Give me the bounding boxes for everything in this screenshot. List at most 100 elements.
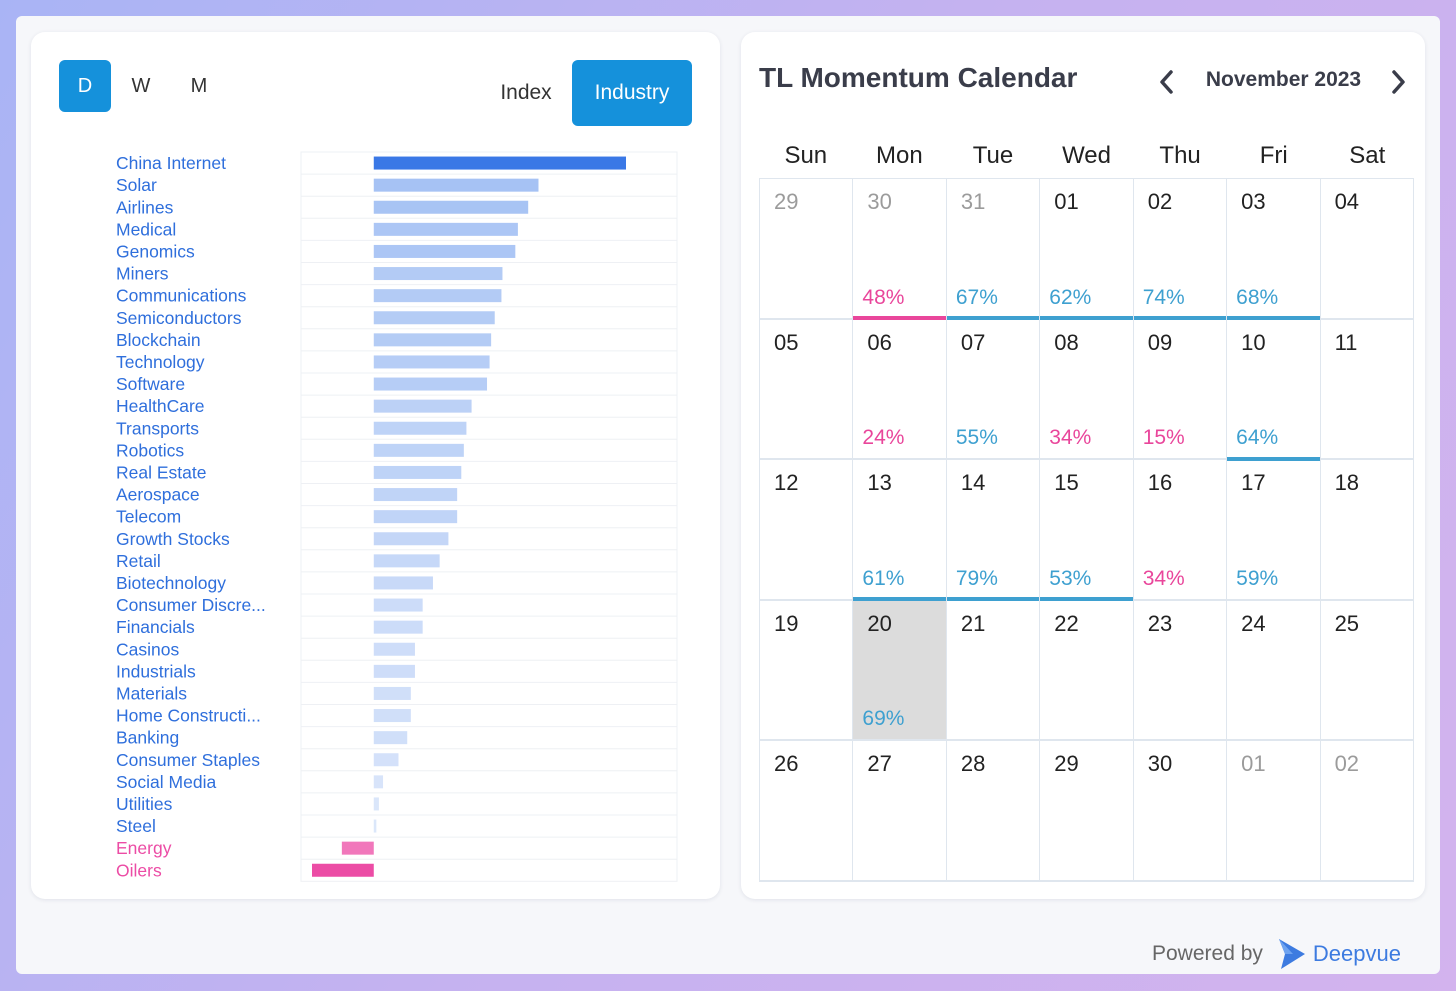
- industry-label[interactable]: Energy: [116, 838, 172, 858]
- calendar-day[interactable]: 17 59%: [1227, 460, 1321, 601]
- calendar-day[interactable]: 01 62%: [1040, 179, 1134, 321]
- calendar-day[interactable]: 10 64%: [1227, 319, 1321, 461]
- industry-bar[interactable]: [373, 289, 502, 303]
- calendar-day[interactable]: 08 34%: [1040, 319, 1134, 461]
- chevron-left-icon[interactable]: [1155, 68, 1179, 96]
- industry-label[interactable]: Telecom: [116, 507, 181, 527]
- industry-label[interactable]: Solar: [116, 175, 157, 195]
- industry-bar[interactable]: [373, 598, 423, 612]
- industry-bar[interactable]: [373, 156, 626, 170]
- industry-bar[interactable]: [373, 267, 503, 281]
- industry-bar[interactable]: [373, 797, 379, 811]
- industry-label[interactable]: Consumer Staples: [116, 750, 260, 770]
- industry-label[interactable]: Home Constructi...: [116, 706, 261, 726]
- calendar-day[interactable]: 29: [1040, 741, 1134, 882]
- industry-tab-button[interactable]: Industry: [572, 60, 692, 126]
- industry-bar[interactable]: [373, 465, 462, 479]
- industry-label[interactable]: Aerospace: [116, 485, 200, 505]
- industry-bar[interactable]: [373, 576, 433, 590]
- industry-bar[interactable]: [373, 200, 529, 214]
- calendar-day[interactable]: 13 61%: [853, 460, 947, 602]
- industry-bar[interactable]: [373, 686, 411, 700]
- calendar-day[interactable]: 05: [760, 319, 854, 461]
- industry-label[interactable]: Materials: [116, 683, 187, 703]
- calendar-day[interactable]: 31 67%: [946, 179, 1041, 321]
- industry-label[interactable]: Consumer Discre...: [116, 595, 266, 615]
- industry-label[interactable]: China Internet: [116, 153, 226, 173]
- industry-label[interactable]: Blockchain: [116, 330, 201, 350]
- period-button-day[interactable]: D: [59, 60, 111, 112]
- calendar-day[interactable]: 11: [1320, 319, 1414, 461]
- calendar-day[interactable]: 21: [946, 600, 1041, 742]
- industry-bar[interactable]: [373, 709, 411, 723]
- industry-bar[interactable]: [373, 554, 440, 568]
- industry-bar[interactable]: [373, 532, 449, 546]
- industry-bar[interactable]: [341, 841, 374, 855]
- calendar-day[interactable]: 29: [760, 179, 854, 320]
- industry-label[interactable]: Semiconductors: [116, 308, 242, 328]
- industry-bar[interactable]: [373, 488, 458, 502]
- industry-label[interactable]: Retail: [116, 551, 161, 571]
- calendar-day[interactable]: 14 79%: [946, 460, 1041, 602]
- industry-label[interactable]: Software: [116, 374, 185, 394]
- calendar-day[interactable]: 19: [760, 600, 854, 742]
- industry-bar[interactable]: [373, 399, 472, 413]
- industry-bar[interactable]: [373, 443, 464, 457]
- calendar-day[interactable]: 30: [1133, 741, 1228, 882]
- industry-label[interactable]: Industrials: [116, 661, 196, 681]
- industry-label[interactable]: Financials: [116, 617, 195, 637]
- calendar-day[interactable]: 01: [1227, 741, 1321, 882]
- industry-label[interactable]: Biotechnology: [116, 573, 226, 593]
- industry-label[interactable]: HealthCare: [116, 396, 205, 416]
- industry-bar[interactable]: [373, 311, 495, 325]
- calendar-day[interactable]: 27: [853, 741, 947, 882]
- industry-bar[interactable]: [373, 620, 423, 634]
- calendar-day[interactable]: 07 55%: [946, 319, 1041, 461]
- industry-bar[interactable]: [373, 775, 384, 789]
- industry-bar[interactable]: [373, 731, 408, 745]
- calendar-day[interactable]: 04: [1320, 179, 1414, 320]
- industry-bar[interactable]: [373, 377, 488, 391]
- calendar-day[interactable]: 12: [760, 460, 854, 601]
- industry-label[interactable]: Casinos: [116, 639, 179, 659]
- industry-label[interactable]: Robotics: [116, 440, 184, 460]
- industry-label[interactable]: Social Media: [116, 772, 216, 792]
- calendar-day[interactable]: 06 24%: [853, 319, 947, 461]
- industry-label[interactable]: Growth Stocks: [116, 529, 230, 549]
- calendar-day[interactable]: 30 48%: [853, 179, 947, 321]
- industry-bar[interactable]: [312, 863, 374, 877]
- calendar-day[interactable]: 25: [1320, 600, 1414, 742]
- industry-label[interactable]: Miners: [116, 264, 169, 284]
- industry-bar[interactable]: [373, 333, 492, 347]
- calendar-day[interactable]: 09 15%: [1133, 319, 1228, 461]
- index-tab-button[interactable]: Index: [500, 81, 552, 104]
- industry-bar[interactable]: [373, 642, 415, 656]
- industry-label[interactable]: Utilities: [116, 794, 173, 814]
- industry-bar[interactable]: [373, 244, 516, 258]
- calendar-day[interactable]: 18: [1320, 460, 1414, 601]
- calendar-day[interactable]: 24: [1227, 600, 1321, 742]
- calendar-day[interactable]: 02 74%: [1133, 179, 1228, 321]
- industry-bar[interactable]: [373, 510, 458, 524]
- calendar-day[interactable]: 22: [1040, 600, 1134, 742]
- calendar-day[interactable]: 26: [760, 741, 854, 882]
- industry-bar[interactable]: [373, 421, 467, 435]
- calendar-day-today[interactable]: 20 69%: [853, 600, 947, 742]
- industry-label[interactable]: Transports: [116, 418, 199, 438]
- industry-bar[interactable]: [373, 355, 490, 369]
- industry-label[interactable]: Steel: [116, 816, 156, 836]
- industry-label[interactable]: Oilers: [116, 860, 162, 880]
- period-button-month[interactable]: M: [190, 74, 208, 97]
- calendar-day[interactable]: 16 34%: [1133, 460, 1228, 601]
- period-button-week[interactable]: W: [131, 74, 151, 97]
- industry-bar[interactable]: [373, 178, 539, 192]
- calendar-day[interactable]: 23: [1133, 600, 1228, 742]
- industry-label[interactable]: Technology: [116, 352, 205, 372]
- chevron-right-icon[interactable]: [1386, 68, 1410, 96]
- industry-label[interactable]: Airlines: [116, 197, 174, 217]
- industry-bar[interactable]: [373, 753, 399, 767]
- industry-bar[interactable]: [373, 664, 415, 678]
- calendar-day[interactable]: 28: [946, 741, 1041, 882]
- industry-label[interactable]: Real Estate: [116, 462, 206, 482]
- deepvue-brand-link[interactable]: Deepvue: [1312, 941, 1401, 966]
